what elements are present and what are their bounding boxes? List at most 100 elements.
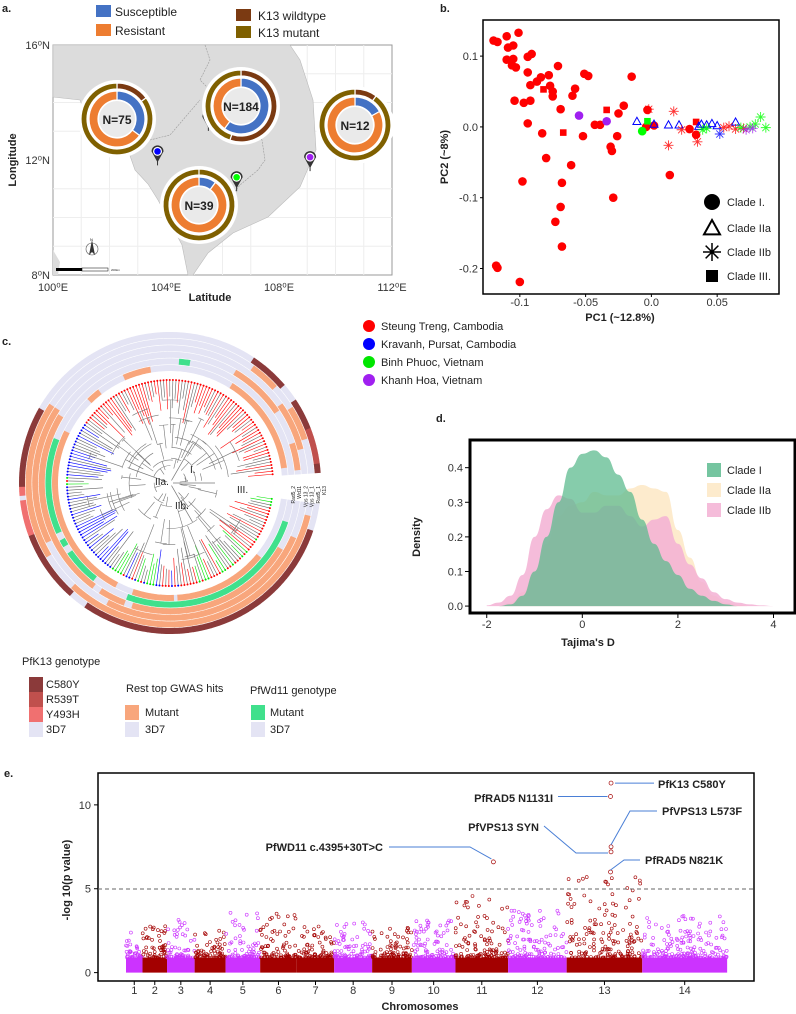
tree-tip bbox=[88, 546, 91, 549]
genotype-ring-cell bbox=[202, 335, 209, 343]
tree-branch bbox=[110, 398, 132, 429]
snp-point bbox=[669, 944, 673, 948]
legend-label: K13 wildtype bbox=[258, 9, 326, 23]
genotype-ring-cell bbox=[249, 373, 258, 381]
snp-point bbox=[300, 934, 304, 938]
gwas-legend-swatch bbox=[125, 722, 139, 737]
tree-branch bbox=[131, 552, 143, 579]
genotype-ring-cell bbox=[140, 354, 146, 362]
tree-tip bbox=[269, 504, 272, 507]
pca-point bbox=[676, 124, 687, 135]
snp-point bbox=[457, 943, 462, 948]
genotype-ring-cell bbox=[260, 575, 269, 583]
genotype-ring-cell bbox=[257, 362, 266, 371]
snp-point bbox=[159, 929, 164, 934]
genotype-ring-cell bbox=[62, 404, 70, 412]
snp-point bbox=[499, 955, 504, 960]
genotype-ring-cell bbox=[190, 592, 196, 600]
snp-point bbox=[388, 943, 393, 948]
snp-point bbox=[355, 935, 360, 939]
genotype-ring-cell bbox=[294, 538, 303, 546]
snp-point bbox=[599, 937, 604, 942]
genotype-ring-cell bbox=[78, 581, 86, 589]
tree-tip bbox=[261, 437, 264, 440]
snp-point bbox=[425, 952, 430, 957]
tree-branch bbox=[86, 422, 103, 435]
pca-point bbox=[714, 128, 725, 139]
snp-point bbox=[701, 949, 706, 953]
snp-point bbox=[526, 918, 531, 923]
snp-point bbox=[246, 944, 251, 949]
genotype-ring-cell bbox=[261, 555, 269, 563]
genotype-ring-cell bbox=[80, 383, 89, 392]
tree-tip bbox=[115, 394, 118, 397]
tree-branch bbox=[181, 526, 191, 556]
site-pin-icon bbox=[151, 145, 164, 166]
snp-point bbox=[660, 953, 665, 958]
genotype-ring-cell bbox=[159, 351, 165, 359]
snp-point bbox=[270, 930, 275, 934]
tree-branch bbox=[105, 546, 119, 564]
genotype-ring-cell bbox=[234, 572, 241, 580]
snp-point bbox=[449, 947, 453, 952]
snp-point bbox=[372, 935, 377, 939]
tree-tip bbox=[207, 577, 210, 580]
genotype-ring-cell bbox=[263, 417, 271, 425]
genotype-ring-cell bbox=[78, 368, 86, 376]
genotype-ring-cell bbox=[262, 542, 270, 550]
density-x-axis-title: Tajima's D bbox=[561, 637, 615, 649]
genotype-ring-cell bbox=[235, 595, 243, 603]
snp-point bbox=[224, 931, 228, 936]
genotype-ring-cell bbox=[26, 464, 33, 470]
tree-branch bbox=[236, 464, 272, 472]
tree-tip bbox=[211, 388, 214, 391]
snp-point bbox=[445, 920, 450, 925]
tree-tip bbox=[249, 546, 252, 549]
genotype-ring-cell bbox=[20, 459, 27, 465]
pca-legend-label: Clade III. bbox=[727, 271, 771, 283]
snp-point bbox=[520, 911, 525, 916]
genotype-ring-cell bbox=[279, 406, 288, 414]
snp-point bbox=[477, 903, 481, 908]
snp-point bbox=[166, 927, 170, 932]
genotype-ring-cell bbox=[54, 381, 63, 390]
tree-branch bbox=[147, 382, 153, 402]
genotype-ring-cell bbox=[265, 549, 274, 557]
chromosome-label: 10 bbox=[428, 985, 440, 997]
snp-point bbox=[316, 924, 321, 929]
genotype-ring-cell bbox=[29, 515, 37, 522]
chromosome-label: 1 bbox=[131, 985, 137, 997]
tree-tip bbox=[107, 399, 110, 402]
snp-point bbox=[567, 939, 572, 944]
gwas-hit-point bbox=[608, 780, 614, 786]
genotype-ring-cell bbox=[260, 545, 268, 553]
genotype-ring-cell bbox=[228, 591, 236, 599]
snp-point bbox=[423, 941, 427, 946]
genotype-ring-cell bbox=[293, 542, 301, 550]
genotype-ring-cell bbox=[176, 594, 182, 601]
genotype-ring-cell bbox=[244, 386, 252, 394]
tree-branch bbox=[198, 386, 207, 406]
tree-branch bbox=[203, 558, 212, 578]
genotype-ring-cell bbox=[72, 546, 80, 553]
genotype-ring-cell bbox=[100, 385, 108, 393]
genotype-ring-cell bbox=[22, 512, 30, 519]
genotype-ring-cell bbox=[213, 367, 220, 375]
genotype-ring-cell bbox=[32, 486, 39, 491]
genotype-ring-cell bbox=[248, 586, 256, 594]
snp-point bbox=[466, 905, 470, 910]
pca-y-tick-label: -0.1 bbox=[459, 193, 478, 205]
pca-point bbox=[619, 101, 629, 110]
site-legend-label: Kravanh, Pursat, Cambodia bbox=[381, 339, 517, 351]
genotype-ring-cell bbox=[256, 570, 264, 579]
snp-point bbox=[518, 955, 522, 960]
snp-point bbox=[186, 947, 190, 952]
genotype-ring-cell bbox=[86, 378, 94, 387]
genotype-ring-cell bbox=[281, 410, 290, 418]
genotype-ring-cell bbox=[280, 395, 289, 404]
snp-point bbox=[464, 924, 469, 929]
tree-branch bbox=[229, 505, 267, 521]
annotation-leader-line bbox=[610, 859, 640, 871]
genotype-ring-cell bbox=[288, 535, 297, 543]
k13-legend-title: PfK13 genotype bbox=[22, 656, 100, 668]
